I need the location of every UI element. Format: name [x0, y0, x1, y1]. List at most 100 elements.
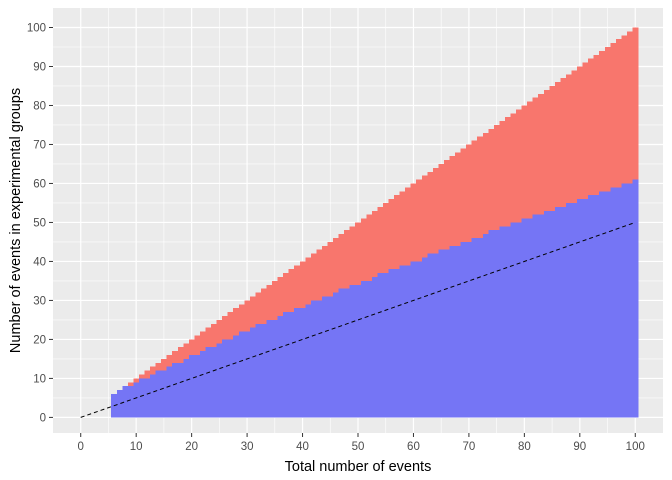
- step-bar: [554, 206, 561, 418]
- x-tick-label: 50: [352, 441, 365, 453]
- step-bar: [410, 261, 417, 418]
- x-tick-label: 70: [463, 441, 476, 453]
- step-bar: [344, 288, 351, 418]
- step-bar: [427, 253, 434, 418]
- step-bar: [299, 308, 306, 418]
- step-bar: [338, 288, 345, 418]
- y-tick-label: 80: [33, 100, 46, 112]
- y-tick-label: 90: [33, 61, 46, 73]
- x-tick-label: 100: [626, 441, 645, 453]
- x-tick-label: 60: [407, 441, 420, 453]
- step-bar: [249, 327, 256, 418]
- step-bar: [360, 280, 367, 418]
- x-tick-label: 10: [130, 441, 143, 453]
- step-bar: [244, 331, 251, 418]
- step-bar: [211, 347, 217, 418]
- y-tick-label: 50: [33, 217, 46, 229]
- step-bar: [449, 245, 456, 418]
- step-bar: [443, 249, 450, 418]
- step-bar: [333, 292, 339, 418]
- step-bar: [471, 238, 478, 418]
- step-bar: [571, 202, 578, 418]
- step-bar: [238, 331, 245, 418]
- step-bar: [510, 222, 517, 418]
- step-bar: [394, 269, 400, 418]
- step-bar: [549, 210, 556, 418]
- series-1: [111, 179, 639, 418]
- x-axis-title: Total number of events: [285, 459, 432, 475]
- step-bar: [371, 277, 378, 418]
- y-axis-title: Number of events in experimental groups: [8, 88, 24, 353]
- step-bar: [116, 390, 123, 418]
- step-bar: [177, 362, 184, 418]
- step-bar: [421, 257, 428, 418]
- step-bar: [355, 284, 362, 418]
- x-tick-label: 30: [241, 441, 254, 453]
- x-tick-label: 90: [573, 441, 586, 453]
- step-bar: [277, 316, 284, 418]
- step-bar: [632, 179, 639, 418]
- step-bar: [233, 335, 240, 418]
- step-bar: [172, 362, 179, 418]
- step-bar: [516, 222, 522, 418]
- step-bar: [316, 300, 323, 418]
- step-bar: [155, 370, 162, 418]
- step-bar: [138, 378, 145, 418]
- y-tick-label: 70: [33, 139, 46, 151]
- step-bar: [610, 187, 617, 418]
- step-bar: [488, 230, 495, 418]
- step-bar: [493, 230, 500, 418]
- step-bar: [283, 312, 290, 418]
- step-bar: [565, 202, 572, 418]
- step-bar: [260, 323, 267, 418]
- step-bar: [327, 296, 334, 418]
- y-tick-label: 0: [40, 412, 46, 424]
- step-bar: [499, 226, 506, 418]
- step-bar: [460, 241, 467, 418]
- step-bar: [122, 386, 129, 418]
- step-bar: [466, 241, 473, 418]
- step-bar: [222, 339, 229, 418]
- step-bar: [504, 226, 511, 418]
- x-tick-label: 40: [296, 441, 309, 453]
- y-tick-label: 60: [33, 178, 46, 190]
- y-tick-label: 20: [33, 334, 46, 346]
- step-bar: [577, 199, 583, 418]
- step-bar: [432, 253, 439, 418]
- step-bar: [321, 296, 328, 418]
- step-bar: [144, 378, 151, 418]
- x-axis: 0 10 20 30 40 50 60 70 80 90 100: [78, 433, 645, 453]
- step-bar: [310, 300, 317, 418]
- step-bar: [599, 191, 606, 418]
- step-bar: [216, 343, 223, 418]
- step-bar: [266, 319, 273, 418]
- step-bar: [166, 366, 173, 418]
- step-bar: [482, 234, 489, 418]
- x-tick-label: 80: [518, 441, 531, 453]
- step-bar: [349, 284, 356, 418]
- step-bar: [194, 355, 201, 418]
- step-bar: [593, 195, 600, 418]
- step-bar: [626, 183, 633, 418]
- step-bar: [227, 339, 234, 418]
- step-bar: [161, 370, 168, 418]
- y-tick-label: 10: [33, 373, 46, 385]
- x-tick-label: 0: [78, 441, 84, 453]
- step-bar: [615, 187, 622, 418]
- step-bar: [543, 210, 550, 418]
- step-bar: [405, 265, 412, 418]
- step-bar: [255, 323, 262, 418]
- step-bar: [183, 358, 190, 418]
- step-bar: [388, 269, 395, 418]
- step-bar: [521, 218, 528, 418]
- step-bar: [188, 355, 195, 418]
- step-bar: [199, 351, 206, 418]
- step-bar: [150, 374, 156, 418]
- step-bar: [538, 214, 545, 418]
- step-bar: [621, 183, 628, 418]
- step-bar: [438, 249, 445, 418]
- y-tick-label: 40: [33, 256, 46, 268]
- step-bar: [305, 304, 312, 418]
- step-bar: [288, 312, 295, 418]
